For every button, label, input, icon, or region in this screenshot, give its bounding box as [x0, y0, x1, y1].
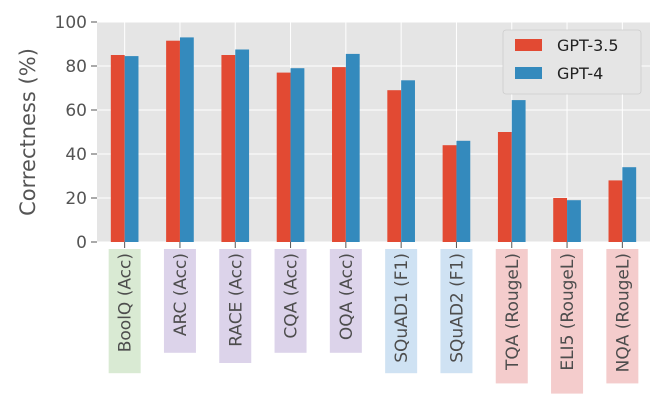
bar-gpt4-3	[290, 68, 305, 242]
category-background-9	[606, 249, 639, 384]
bar-gpt35-4	[332, 67, 346, 242]
bar-gpt4-1	[179, 37, 194, 243]
y-axis-ticks: 0 20 40 60 80 100	[55, 13, 97, 253]
bar-gpt35-2	[221, 55, 236, 242]
y-tick-label-0: 0	[76, 233, 87, 253]
category-label-9: NQA (RougeL)	[613, 253, 633, 372]
category-label-8: ELI5 (RougeL)	[558, 253, 578, 371]
bar-gpt35-9	[608, 180, 623, 242]
bar-gpt4-2	[235, 49, 250, 242]
category-background-8	[551, 249, 584, 394]
category-labels: BoolQ (Acc) ARC (Acc) RACE (Acc) CQA (Acc) O…	[108, 249, 639, 394]
bar-gpt35-5	[387, 90, 402, 242]
legend-label-gpt35: GPT-3.5	[557, 36, 619, 55]
category-background-7	[495, 249, 528, 384]
bar-gpt4-0	[124, 56, 139, 242]
y-tick-label-80: 80	[65, 57, 87, 77]
category-label-1: ARC (Acc)	[171, 253, 191, 336]
legend-label-gpt4: GPT-4	[557, 64, 603, 83]
category-label-3: CQA (Acc)	[282, 253, 302, 339]
category-background-2	[219, 249, 252, 363]
bar-gpt4-6	[456, 140, 471, 242]
legend-swatch-gpt35	[515, 39, 542, 51]
bars	[110, 37, 637, 243]
category-background-4	[329, 249, 362, 353]
bar-gpt35-1	[166, 40, 180, 243]
category-label-2: RACE (Acc)	[226, 253, 246, 347]
category-label-7: TQA (RougeL)	[503, 253, 523, 371]
legend: GPT-3.5 GPT-4	[502, 29, 642, 95]
bar-gpt35-6	[442, 145, 457, 242]
bar-gpt4-4	[345, 53, 360, 243]
y-tick-label-100: 100	[55, 13, 87, 33]
legend-swatch-gpt4	[515, 67, 542, 79]
y-tick-label-60: 60	[65, 101, 87, 121]
bar-gpt4-9	[622, 167, 637, 242]
bar-gpt4-5	[401, 80, 415, 242]
bar-gpt35-3	[276, 72, 291, 242]
bar-gpt35-7	[497, 132, 512, 242]
y-tick-label-20: 20	[65, 189, 87, 209]
bar-gpt4-8	[567, 200, 581, 242]
category-background-3	[274, 249, 307, 353]
x-axis-ticks	[124, 242, 623, 248]
category-label-5: SQuAD1 (F1)	[392, 253, 412, 363]
category-label-0: BoolQ (Acc)	[116, 253, 136, 352]
bar-gpt35-0	[110, 55, 125, 242]
bar-gpt35-8	[553, 198, 568, 242]
y-tick-label-40: 40	[65, 145, 87, 165]
category-background-1	[163, 249, 196, 353]
category-background-6	[440, 249, 473, 374]
bar-gpt4-7	[511, 100, 526, 242]
category-label-6: SQuAD2 (F1)	[447, 253, 467, 363]
category-label-4: OQA (Acc)	[337, 253, 357, 340]
category-background-5	[385, 249, 418, 374]
category-background-0	[108, 249, 141, 374]
y-axis-label: Correctness (%)	[16, 48, 40, 216]
